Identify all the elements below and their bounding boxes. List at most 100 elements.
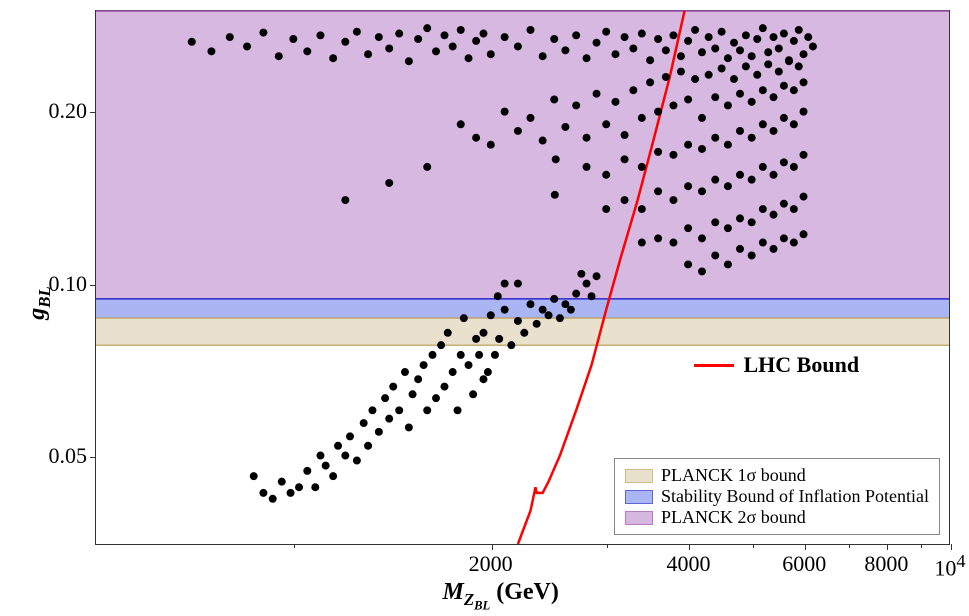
legend-text: PLANCK 1σ bound bbox=[661, 465, 806, 486]
data-point bbox=[748, 218, 756, 226]
x-tick-label: 6000 bbox=[782, 551, 826, 577]
data-point bbox=[514, 280, 522, 288]
data-point bbox=[550, 95, 558, 103]
data-point bbox=[711, 251, 719, 259]
legend-swatch-icon bbox=[625, 490, 653, 504]
data-point bbox=[790, 239, 798, 247]
data-point bbox=[759, 163, 767, 171]
data-point bbox=[385, 44, 393, 52]
legend-row-planck1: PLANCK 1σ bound bbox=[625, 465, 929, 486]
data-point bbox=[423, 24, 431, 32]
data-point bbox=[316, 31, 324, 39]
data-point bbox=[341, 452, 349, 460]
data-point bbox=[469, 390, 477, 398]
data-point bbox=[800, 193, 808, 201]
data-point bbox=[770, 93, 778, 101]
data-point bbox=[711, 218, 719, 226]
data-point bbox=[800, 78, 808, 86]
data-point bbox=[621, 196, 629, 204]
legend-row-planck2: PLANCK 2σ bound bbox=[625, 507, 929, 528]
data-point bbox=[429, 351, 437, 359]
data-point bbox=[621, 155, 629, 163]
data-point bbox=[487, 141, 495, 149]
data-point bbox=[677, 68, 685, 76]
legend-text: PLANCK 2σ bound bbox=[661, 507, 806, 528]
data-point bbox=[736, 127, 744, 135]
data-point bbox=[405, 57, 413, 65]
data-point bbox=[420, 361, 428, 369]
data-point bbox=[684, 141, 692, 149]
legend-box: PLANCK 1σ boundStability Bound of Inflat… bbox=[614, 458, 940, 535]
data-point bbox=[395, 406, 403, 414]
data-point bbox=[423, 406, 431, 414]
data-point bbox=[780, 200, 788, 208]
data-point bbox=[385, 179, 393, 187]
data-point bbox=[395, 30, 403, 38]
data-point bbox=[790, 86, 798, 94]
data-point bbox=[526, 26, 534, 34]
data-point bbox=[602, 120, 610, 128]
data-point bbox=[638, 30, 646, 38]
data-point bbox=[770, 33, 778, 41]
data-point bbox=[759, 239, 767, 247]
data-point bbox=[711, 134, 719, 142]
data-point bbox=[759, 205, 767, 213]
lhc-bound-label: LHC Bound bbox=[694, 352, 860, 378]
data-point bbox=[385, 415, 393, 423]
data-point bbox=[705, 33, 713, 41]
data-point bbox=[790, 37, 798, 45]
data-point bbox=[484, 368, 492, 376]
data-point bbox=[593, 90, 601, 98]
data-point bbox=[718, 64, 726, 72]
data-point bbox=[785, 57, 793, 65]
data-point bbox=[780, 234, 788, 242]
data-point bbox=[583, 54, 591, 62]
data-point bbox=[440, 31, 448, 39]
data-point bbox=[287, 489, 295, 497]
data-point bbox=[804, 33, 812, 41]
data-point bbox=[243, 42, 251, 50]
data-point bbox=[662, 46, 670, 54]
data-point bbox=[724, 182, 732, 190]
data-point bbox=[495, 335, 503, 343]
legend-line-icon bbox=[694, 364, 734, 367]
data-point bbox=[684, 182, 692, 190]
data-point bbox=[669, 101, 677, 109]
data-point bbox=[572, 290, 580, 298]
data-point bbox=[711, 93, 719, 101]
data-point bbox=[780, 82, 788, 90]
data-point bbox=[638, 114, 646, 122]
data-point bbox=[269, 495, 277, 503]
data-point bbox=[572, 31, 580, 39]
data-point bbox=[322, 462, 330, 470]
data-point bbox=[533, 320, 541, 328]
data-point bbox=[432, 47, 440, 55]
data-point bbox=[698, 145, 706, 153]
data-point bbox=[629, 44, 637, 52]
data-point bbox=[621, 33, 629, 41]
data-point bbox=[795, 62, 803, 70]
data-point bbox=[611, 50, 619, 58]
data-point bbox=[341, 38, 349, 46]
data-point bbox=[259, 489, 267, 497]
data-point bbox=[487, 50, 495, 58]
data-point bbox=[764, 60, 772, 68]
data-point bbox=[457, 26, 465, 34]
data-point bbox=[809, 42, 817, 50]
data-point bbox=[364, 50, 372, 58]
data-point bbox=[742, 31, 750, 39]
data-point bbox=[539, 137, 547, 145]
band-planck-2sigma bbox=[96, 11, 949, 299]
data-point bbox=[669, 196, 677, 204]
data-point bbox=[654, 187, 662, 195]
data-point bbox=[669, 239, 677, 247]
data-point bbox=[207, 47, 215, 55]
data-point bbox=[730, 75, 738, 83]
data-point bbox=[753, 71, 761, 79]
data-point bbox=[457, 351, 465, 359]
data-point bbox=[295, 483, 303, 491]
data-point bbox=[654, 35, 662, 43]
data-point bbox=[654, 234, 662, 242]
data-point bbox=[759, 120, 767, 128]
data-point bbox=[353, 28, 361, 36]
